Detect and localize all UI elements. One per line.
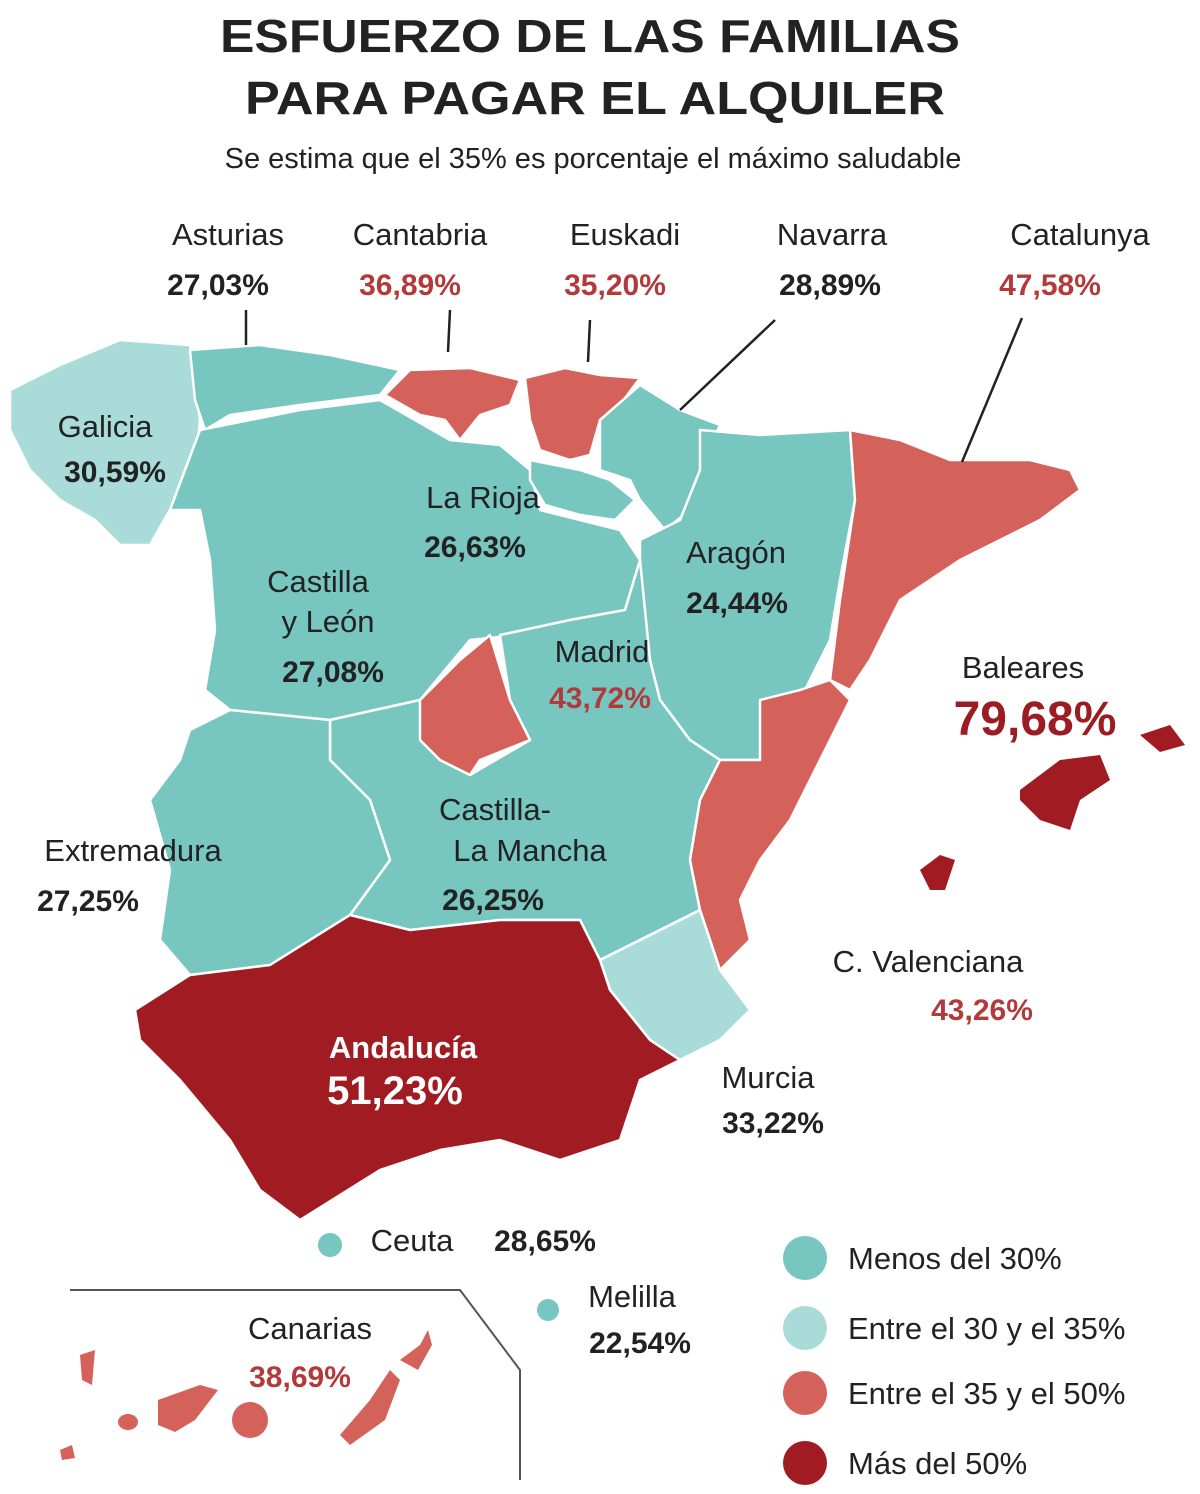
region-name: Madrid xyxy=(555,634,650,669)
region-name: Euskadi xyxy=(570,217,680,252)
melilla-dot xyxy=(537,1299,559,1321)
legend-swatch xyxy=(783,1441,827,1485)
madrid-shape xyxy=(418,633,532,777)
region-name: Murcia xyxy=(721,1060,815,1095)
region-name: Castilla xyxy=(267,564,369,599)
andalucia-shape xyxy=(133,913,682,1222)
title-line: PARA PAGAR EL ALQUILER xyxy=(245,72,945,124)
region-value: 27,08% xyxy=(282,656,384,689)
leader-lines xyxy=(244,309,1024,463)
region-name: Andalucía xyxy=(329,1030,478,1065)
region-value: 27,03% xyxy=(167,269,269,302)
mallorca-shape xyxy=(1020,755,1110,830)
region-value: 27,25% xyxy=(37,885,139,918)
catalunya-shape xyxy=(828,428,1082,692)
region-value: 43,26% xyxy=(931,994,1033,1027)
subtitle: Se estima que el 35% es porcentaje el má… xyxy=(225,143,962,175)
valenciana-shape xyxy=(688,678,852,972)
region-value: 24,44% xyxy=(686,587,788,620)
region-value: 26,63% xyxy=(424,531,526,564)
title-line: ESFUERZO DE LAS FAMILIAS xyxy=(220,10,960,62)
la-rioja-shape xyxy=(528,458,637,522)
region-value: 22,54% xyxy=(589,1327,691,1360)
labels: Asturias 27,03% Cantabria 36,89% Euskadi… xyxy=(37,217,1150,1394)
region-name: Galicia xyxy=(58,409,154,444)
legend-swatch xyxy=(783,1371,827,1415)
leader-line xyxy=(586,319,592,363)
region-name: Ceuta xyxy=(371,1223,454,1258)
menorca-shape xyxy=(1140,725,1185,752)
legend: Menos del 30% Entre el 30 y el 35% Entre… xyxy=(783,1236,1125,1485)
region-value: 35,20% xyxy=(564,269,666,302)
leader-line xyxy=(679,319,776,411)
region-value: 33,22% xyxy=(722,1107,824,1140)
region-name: Castilla- xyxy=(439,792,551,827)
region-value: 28,89% xyxy=(779,269,881,302)
galicia-shape xyxy=(8,338,202,547)
region-name: La Mancha xyxy=(453,833,607,868)
region-name: Asturias xyxy=(172,217,284,252)
map xyxy=(8,338,1185,1480)
region-name: Navarra xyxy=(777,217,888,252)
canarias-frame xyxy=(70,1289,521,1480)
legend-label: Entre el 30 y el 35% xyxy=(848,1311,1125,1346)
region-name: Cantabria xyxy=(353,217,488,252)
region-name: Melilla xyxy=(588,1279,677,1314)
region-value: 38,69% xyxy=(249,1361,351,1394)
region-value: 79,68% xyxy=(954,693,1117,746)
region-value: 51,23% xyxy=(327,1069,463,1113)
region-value: 36,89% xyxy=(359,269,461,302)
region-value: 47,58% xyxy=(999,269,1101,302)
ceuta-dot xyxy=(318,1233,342,1257)
legend-swatch xyxy=(783,1236,827,1280)
region-name: y León xyxy=(281,604,374,639)
leader-line xyxy=(960,317,1024,463)
legend-swatch xyxy=(783,1306,827,1350)
asturias-shape xyxy=(188,343,402,432)
legend-label: Más del 50% xyxy=(848,1446,1027,1481)
region-name: C. Valenciana xyxy=(833,944,1024,979)
region-value: 30,59% xyxy=(64,456,166,489)
region-name: Catalunya xyxy=(1010,217,1150,252)
region-name: La Rioja xyxy=(426,480,540,515)
legend-label: Entre el 35 y el 50% xyxy=(848,1376,1125,1411)
region-value: 28,65% xyxy=(494,1225,596,1258)
region-name: Extremadura xyxy=(44,833,222,868)
canarias-islands xyxy=(60,1330,432,1460)
leader-line xyxy=(446,309,452,353)
region-value: 26,25% xyxy=(442,884,544,917)
region-value: 43,72% xyxy=(549,682,651,715)
legend-label: Menos del 30% xyxy=(848,1241,1062,1276)
region-name: Baleares xyxy=(962,650,1084,685)
region-name: Canarias xyxy=(248,1311,372,1346)
cantabria-shape xyxy=(383,366,522,442)
region-name: Aragón xyxy=(686,535,786,570)
ibiza-shape xyxy=(920,855,955,890)
